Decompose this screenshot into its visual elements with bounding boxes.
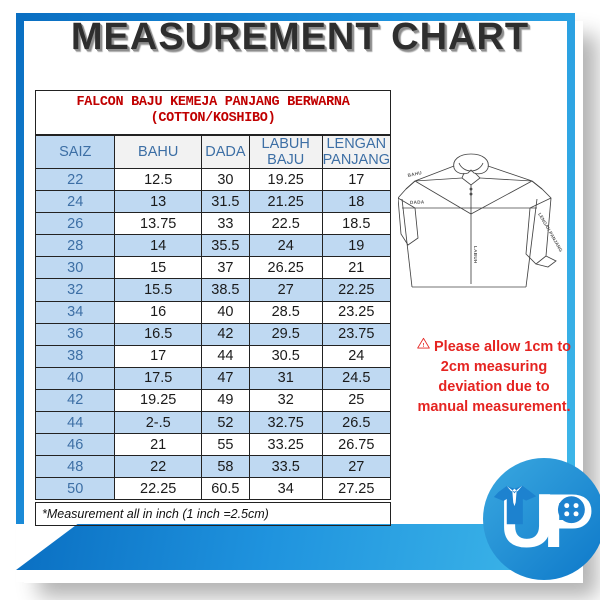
svg-text:DADA: DADA xyxy=(410,199,425,205)
svg-text:!: ! xyxy=(422,343,424,349)
svg-text:LENGAN PANJANG: LENGAN PANJANG xyxy=(537,212,564,253)
svg-text:BAHU: BAHU xyxy=(407,170,423,178)
svg-text:LABUH: LABUH xyxy=(473,246,478,264)
